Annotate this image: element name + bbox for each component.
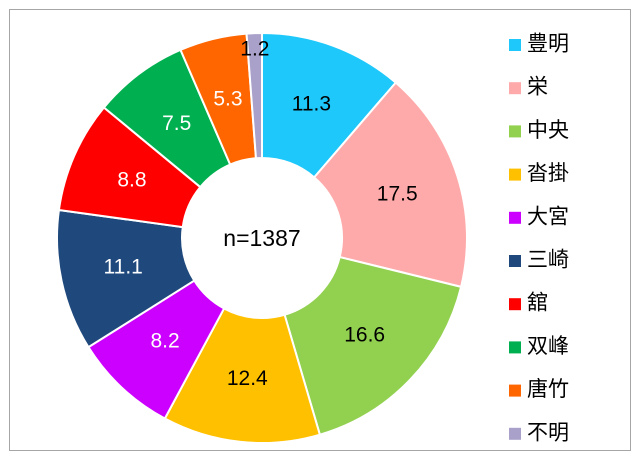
- donut-slice: [163, 307, 322, 444]
- legend-label: 沓掛: [527, 162, 569, 185]
- donut-slice: [283, 255, 463, 436]
- legend-swatch: [509, 125, 521, 138]
- donut-slice: [312, 81, 468, 289]
- legend-label: 三崎: [527, 249, 569, 272]
- legend-swatch: [509, 384, 521, 397]
- data-label: 1.2: [240, 38, 269, 61]
- donut-slice: [261, 31, 398, 179]
- data-label: 7.5: [162, 112, 191, 135]
- legend-swatch: [509, 255, 521, 267]
- data-label: 12.4: [227, 367, 268, 390]
- legend-label: 大宮: [527, 205, 569, 228]
- data-label: 5.3: [213, 88, 242, 111]
- legend-label: 中央: [527, 119, 569, 142]
- legend-swatch: [509, 427, 521, 440]
- legend-swatch: [509, 298, 521, 311]
- center-label: n=1387: [223, 225, 300, 251]
- data-label: 16.6: [344, 324, 385, 347]
- legend-swatch: [509, 39, 521, 51]
- legend-label: 栄: [527, 76, 548, 99]
- legend-label: 豊明: [527, 33, 569, 56]
- legend-swatch: [509, 211, 521, 224]
- data-label: 11.3: [292, 92, 331, 115]
- data-label: 8.8: [117, 168, 146, 191]
- donut-slice: [245, 31, 263, 160]
- legend-label: 舘: [527, 292, 548, 315]
- legend-swatch: [509, 168, 521, 181]
- data-label: 11.1: [104, 255, 143, 278]
- data-label: 8.2: [150, 329, 179, 352]
- legend-label: 不明: [527, 421, 569, 444]
- legend-label: 唐竹: [527, 378, 569, 401]
- legend-label: 双峰: [527, 335, 569, 358]
- legend-swatch: [509, 341, 521, 354]
- legend-swatch: [509, 82, 521, 95]
- data-label: 17.5: [377, 182, 418, 205]
